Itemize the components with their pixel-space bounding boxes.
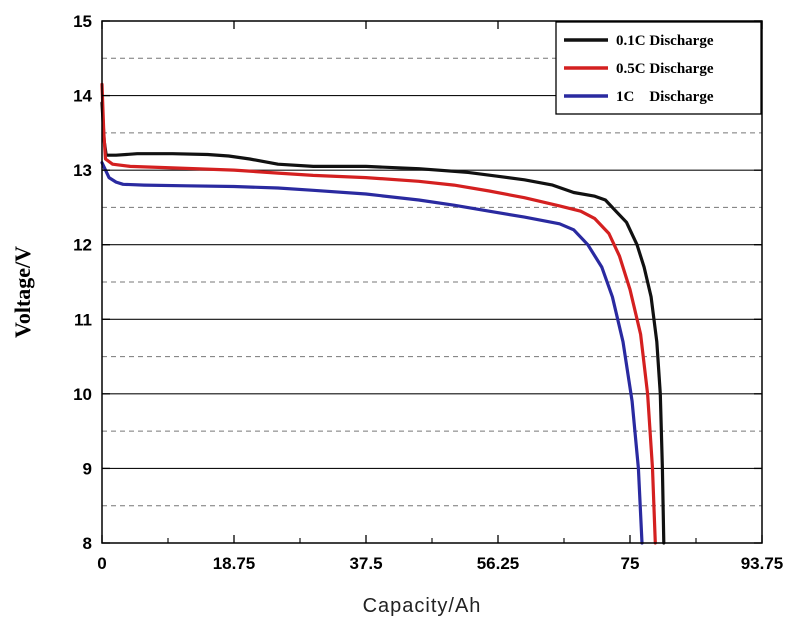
legend: 0.1C Discharge 0.5C Discharge 1C Discharge [555, 21, 762, 115]
y-axis-title: Voltage/V [10, 246, 35, 338]
y-tick-label: 9 [83, 459, 92, 478]
y-tick-label: 12 [73, 236, 92, 255]
x-axis-title: Capacity/Ah [363, 595, 482, 617]
y-tick-label: 8 [83, 534, 92, 553]
legend-label: 0.1C Discharge [616, 33, 714, 49]
series-lines [100, 82, 666, 545]
series-line-2 [100, 82, 657, 545]
legend-label: 0.5C Discharge [616, 61, 714, 77]
x-tick-label: 18.75 [213, 554, 256, 573]
x-tick-label: 56.25 [477, 554, 520, 573]
x-tick-label: 0 [97, 554, 106, 573]
legend-label: 1C Discharge [616, 89, 714, 105]
x-tick-label: 75 [621, 554, 640, 573]
x-tick-label: 37.5 [349, 554, 382, 573]
y-tick-label: 15 [73, 12, 92, 31]
series-line-3 [100, 161, 644, 545]
x-tick-label: 93.75 [741, 554, 784, 573]
y-tick-label: 10 [73, 385, 92, 404]
y-tick-label: 13 [73, 161, 92, 180]
y-tick-label: 11 [74, 310, 92, 329]
y-tick-label: 14 [73, 87, 92, 106]
axis-ticks: 8 9 10 11 12 13 14 15 0 18.75 37.5 56.25 75 93.75 [73, 12, 783, 573]
series-line-1 [100, 101, 666, 545]
